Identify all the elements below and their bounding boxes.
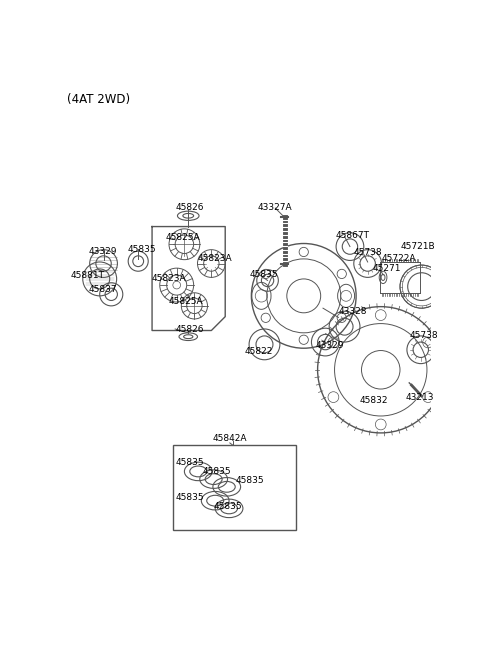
Text: 45825A: 45825A	[169, 297, 204, 306]
Text: 45271: 45271	[372, 264, 401, 272]
Text: 45835: 45835	[235, 476, 264, 485]
Text: 45738: 45738	[354, 248, 383, 257]
Text: 45825A: 45825A	[166, 233, 201, 241]
Text: 45842A: 45842A	[212, 434, 247, 443]
Bar	[173, 445, 296, 530]
Text: 45835: 45835	[202, 467, 231, 476]
Text: 45835: 45835	[250, 270, 278, 279]
Text: (4AT 2WD): (4AT 2WD)	[67, 92, 131, 106]
Text: 45738: 45738	[409, 331, 438, 340]
Text: 45835: 45835	[175, 458, 204, 466]
Text: 45832: 45832	[360, 396, 388, 405]
Text: 43329: 43329	[315, 340, 344, 350]
Text: 45826: 45826	[175, 203, 204, 213]
Text: 43328: 43328	[338, 308, 367, 316]
Text: 45867T: 45867T	[336, 231, 369, 240]
Text: 45823A: 45823A	[152, 274, 187, 283]
Text: 43329: 43329	[89, 247, 118, 256]
Text: 45881T: 45881T	[71, 271, 105, 280]
Text: 45835: 45835	[175, 493, 204, 502]
Text: 45822: 45822	[244, 346, 273, 356]
Text: 45722A: 45722A	[382, 255, 416, 263]
Text: 45823A: 45823A	[197, 255, 232, 263]
Text: 43327A: 43327A	[258, 203, 292, 213]
Text: 45835: 45835	[214, 502, 242, 511]
Text: 45835: 45835	[127, 245, 156, 254]
Text: 45826: 45826	[175, 325, 204, 334]
Text: 43213: 43213	[406, 393, 434, 402]
Text: 45837: 45837	[89, 285, 118, 294]
Text: 45721B: 45721B	[401, 242, 435, 251]
